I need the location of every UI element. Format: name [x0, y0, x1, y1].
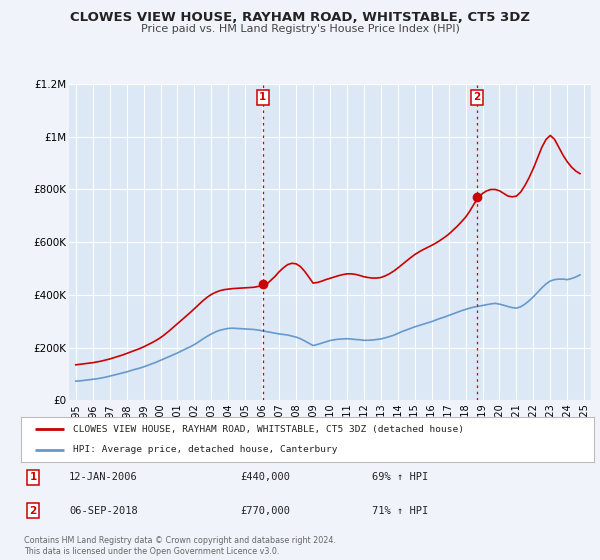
Text: £770,000: £770,000	[240, 506, 290, 516]
Text: HPI: Average price, detached house, Canterbury: HPI: Average price, detached house, Cant…	[73, 445, 337, 454]
Text: 1: 1	[29, 472, 37, 482]
Text: £440,000: £440,000	[240, 472, 290, 482]
Text: 69% ↑ HPI: 69% ↑ HPI	[372, 472, 428, 482]
Text: CLOWES VIEW HOUSE, RAYHAM ROAD, WHITSTABLE, CT5 3DZ: CLOWES VIEW HOUSE, RAYHAM ROAD, WHITSTAB…	[70, 11, 530, 24]
Text: CLOWES VIEW HOUSE, RAYHAM ROAD, WHITSTABLE, CT5 3DZ (detached house): CLOWES VIEW HOUSE, RAYHAM ROAD, WHITSTAB…	[73, 425, 464, 434]
Text: 2: 2	[473, 92, 481, 102]
Text: 71% ↑ HPI: 71% ↑ HPI	[372, 506, 428, 516]
Text: 2: 2	[29, 506, 37, 516]
Text: 12-JAN-2006: 12-JAN-2006	[69, 472, 138, 482]
Text: 1: 1	[259, 92, 266, 102]
Text: 06-SEP-2018: 06-SEP-2018	[69, 506, 138, 516]
Text: Contains HM Land Registry data © Crown copyright and database right 2024.
This d: Contains HM Land Registry data © Crown c…	[24, 536, 336, 556]
Text: Price paid vs. HM Land Registry's House Price Index (HPI): Price paid vs. HM Land Registry's House …	[140, 24, 460, 34]
